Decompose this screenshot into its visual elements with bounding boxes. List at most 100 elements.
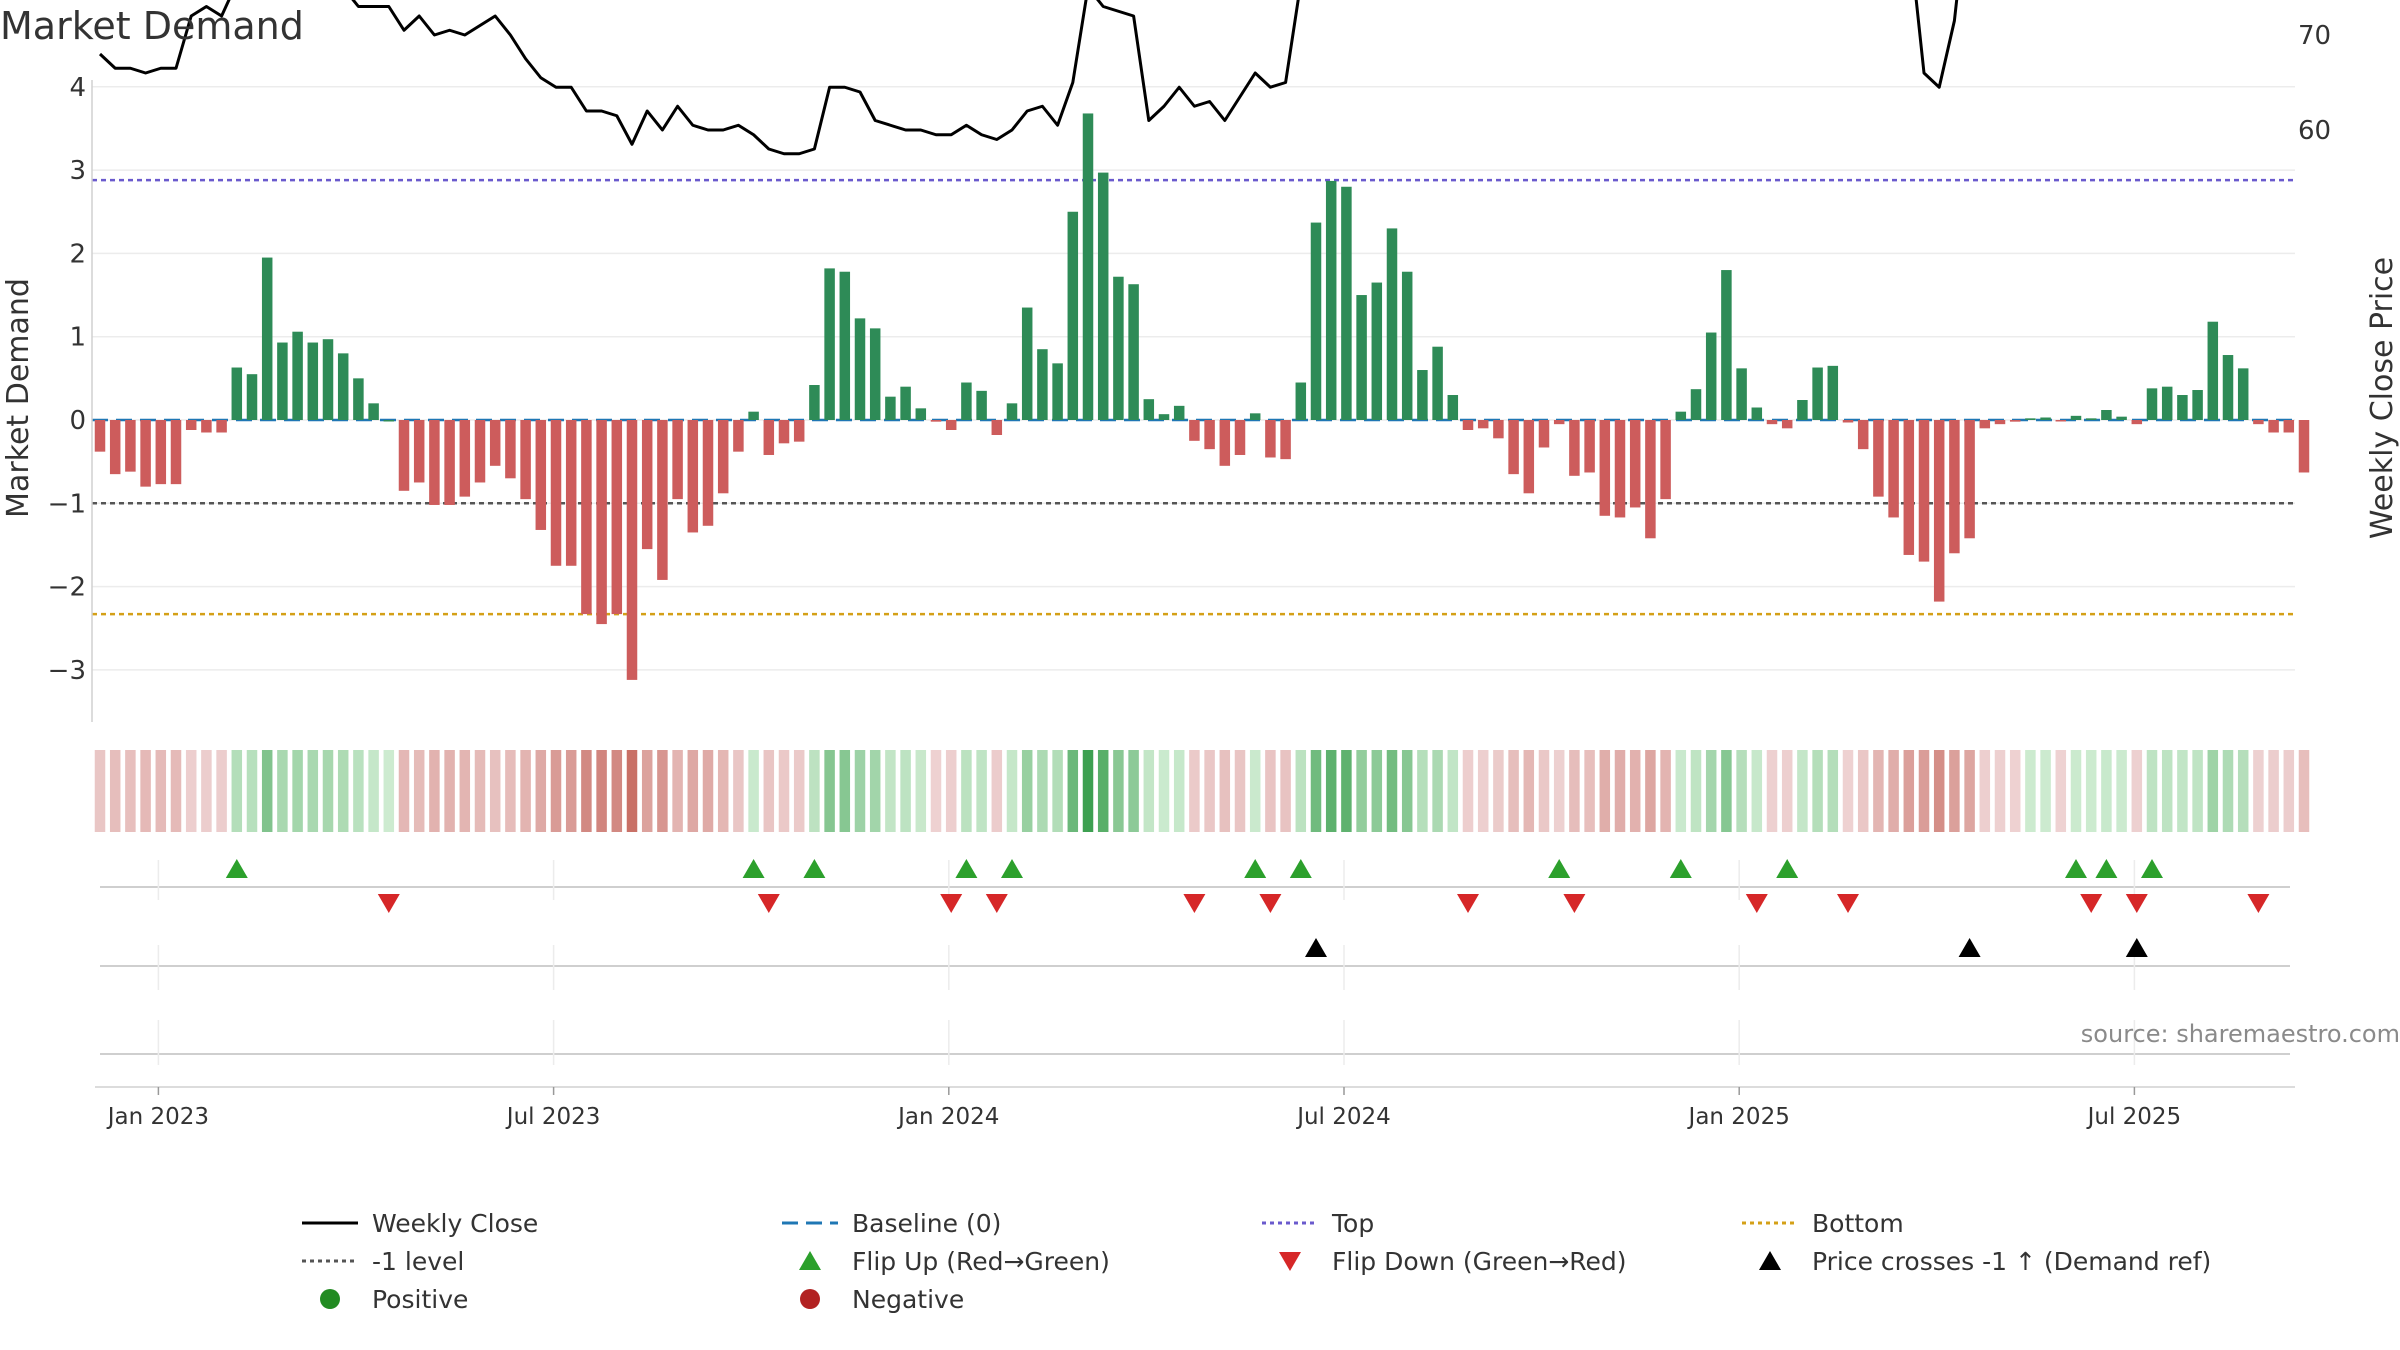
x-tick-label: Jan 2023 — [106, 1104, 209, 1130]
bar — [2207, 321, 2219, 420]
heat-cell — [2055, 750, 2067, 832]
heat-cell — [1097, 750, 1109, 832]
bar — [505, 420, 516, 479]
heat-cell — [793, 750, 805, 832]
bar — [2253, 420, 2264, 425]
circle-icon — [320, 1289, 340, 1309]
bar — [2009, 420, 2021, 422]
heat-cell — [1690, 750, 1702, 832]
bar — [793, 420, 805, 442]
bar — [2177, 395, 2188, 420]
bar — [1189, 420, 1200, 441]
bar — [1614, 420, 1626, 518]
price-cross-marker — [1305, 938, 1327, 957]
bar — [1113, 276, 1124, 420]
heat-strip — [94, 750, 2310, 832]
bar — [1234, 420, 1246, 455]
heat-cell — [687, 750, 699, 832]
heat-cell — [1173, 750, 1185, 832]
bar — [1751, 407, 1763, 420]
heat-cell — [1553, 750, 1565, 832]
heat-cell — [398, 750, 410, 832]
heat-cell — [1994, 750, 2006, 832]
heat-cell — [2222, 750, 2234, 832]
bar — [1325, 180, 1337, 420]
heat-cell — [444, 750, 455, 832]
triangle-up-icon — [799, 1251, 821, 1270]
y-tick-label: 3 — [69, 156, 86, 186]
heat-cell — [2146, 750, 2158, 832]
heat-cell — [1584, 750, 1595, 832]
heat-cell — [1417, 750, 1428, 832]
heat-cell — [1280, 750, 1291, 832]
heat-cell — [1021, 750, 1033, 832]
heat-cell — [1857, 750, 1869, 832]
bar — [2055, 420, 2067, 422]
bar — [185, 420, 197, 430]
bar — [991, 420, 1003, 435]
heat-cell — [1538, 750, 1550, 832]
heat-cell — [839, 750, 851, 832]
heat-cell — [1675, 750, 1687, 832]
heat-cell — [1462, 750, 1474, 832]
heat-cell — [1082, 750, 1094, 832]
bar — [307, 342, 319, 420]
bar — [1721, 270, 1732, 420]
heat-cell — [2253, 750, 2264, 832]
bar — [292, 331, 303, 420]
bar — [94, 420, 106, 452]
heat-cell — [1371, 750, 1383, 832]
bar — [1173, 405, 1185, 420]
bar — [398, 420, 410, 491]
bar — [611, 420, 623, 615]
flip-down-marker — [377, 894, 400, 913]
bar — [1021, 307, 1033, 420]
bar — [1143, 399, 1155, 420]
bar — [976, 390, 987, 420]
bar — [550, 420, 562, 566]
bar — [1979, 420, 1991, 429]
flip-down-marker — [1183, 894, 1206, 913]
heat-cell — [140, 750, 151, 832]
bar — [1006, 403, 1018, 420]
heat-cell — [1705, 750, 1717, 832]
heat-cell — [1660, 750, 1671, 832]
bar — [474, 420, 486, 483]
bar — [1493, 420, 1504, 439]
bar — [945, 420, 957, 430]
heat-cell — [1873, 750, 1884, 832]
heat-cell — [2131, 750, 2143, 832]
bar — [2222, 355, 2234, 420]
heat-cell — [1249, 750, 1261, 832]
bar — [2085, 418, 2097, 420]
triangle-up-icon — [1759, 1251, 1781, 1270]
bar — [1812, 367, 1823, 420]
heat-cell — [1052, 750, 1063, 832]
heat-cell — [1964, 750, 1975, 832]
heat-cell — [1827, 750, 1839, 832]
heat-cell — [1234, 750, 1246, 832]
bar — [1949, 420, 1960, 554]
bar — [170, 420, 182, 485]
bar — [854, 318, 866, 420]
bar — [246, 374, 258, 420]
bar — [1523, 420, 1535, 494]
bar — [778, 420, 790, 444]
heat-cell — [1797, 750, 1808, 832]
bar — [109, 420, 121, 475]
legend-line-dotted-icon — [1742, 1221, 1798, 1225]
heat-cell — [413, 750, 425, 832]
bar — [1857, 420, 1869, 450]
heat-cell — [2101, 750, 2112, 832]
heat-cell — [489, 750, 501, 832]
bar — [2101, 410, 2112, 420]
legend-line-dotted-icon — [1262, 1221, 1318, 1225]
bar — [1082, 113, 1094, 421]
flip-down-marker — [985, 894, 1008, 913]
bar — [125, 420, 136, 472]
legend-line-solid-icon — [302, 1221, 358, 1225]
bar — [1827, 365, 1839, 420]
heat-cell — [672, 750, 683, 832]
bar — [1629, 420, 1641, 508]
heat-cell — [1189, 750, 1200, 832]
